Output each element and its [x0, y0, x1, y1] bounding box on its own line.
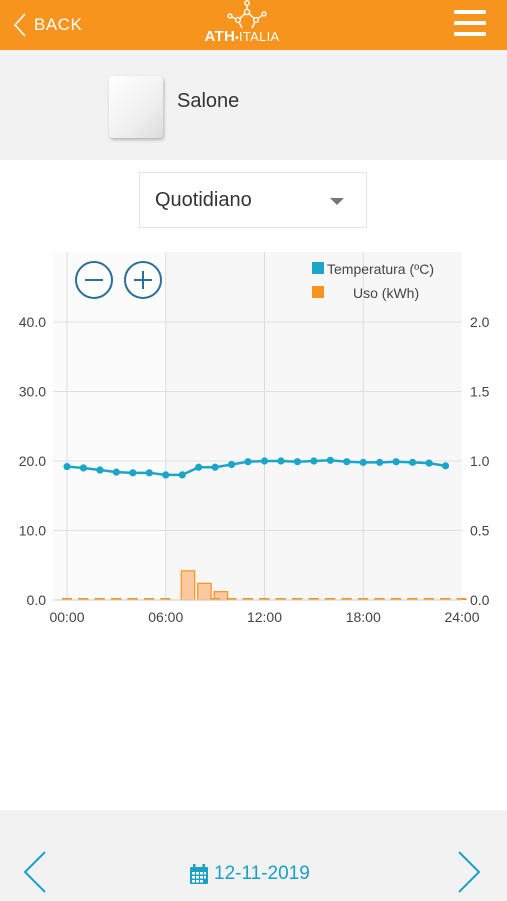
zoom-out-icon[interactable]	[75, 261, 113, 299]
ath-italia-logo: ATH•ITALIA	[192, 0, 292, 50]
chevron-left-icon	[14, 13, 26, 37]
y-right-tick-label: 1.0	[470, 453, 490, 469]
chevron-left-icon[interactable]	[22, 848, 48, 901]
plot-band	[53, 252, 166, 600]
y-right-tick-label: 0.0	[470, 592, 490, 608]
temperature-point	[96, 466, 104, 474]
top-bar: BACK ATH•ITALIA	[0, 0, 507, 50]
legend-swatch-temperature	[312, 262, 324, 274]
x-tick-label: 06:00	[148, 609, 183, 625]
y-right-tick-label: 0.5	[470, 523, 490, 539]
y-left-tick-label: 20.0	[19, 453, 46, 469]
date-picker[interactable]: 12-11-2019	[190, 862, 310, 886]
hamburger-icon[interactable]	[452, 8, 488, 40]
temperature-point	[129, 469, 137, 477]
usage-bar	[197, 582, 212, 601]
temperature-point	[376, 458, 384, 466]
x-tick-label: 12:00	[247, 609, 282, 625]
temperature-usage-chart: 0.0 10.0 20.0 30.0 40.0 0.0 0.5 1.0 1.5 2.0 00:00 0…	[19, 252, 490, 625]
x-tick-label: 18:00	[346, 609, 381, 625]
legend-label-usage: Uso (kWh)	[353, 285, 419, 301]
temperature-point	[293, 458, 302, 466]
temperature-point	[260, 457, 269, 465]
logo-main: ATH	[204, 28, 236, 45]
menu-line	[454, 32, 486, 36]
y-left-tick-label: 10.0	[19, 523, 46, 539]
date-footer: 12-11-2019	[0, 810, 507, 900]
temperature-point	[310, 457, 318, 465]
period-select[interactable]: Quotidiano	[139, 172, 367, 228]
legend-label-temperature: Temperatura (ºC)	[327, 261, 434, 277]
temperature-point	[277, 457, 285, 465]
device-name: Salone	[177, 90, 240, 112]
chevron-right-icon[interactable]	[456, 848, 482, 901]
x-tick-label: 24:00	[444, 609, 479, 625]
temperature-point	[326, 456, 334, 464]
calendar-icon	[190, 864, 208, 884]
zoom-in-icon[interactable]	[124, 261, 162, 299]
x-tick-label: 00:00	[49, 609, 84, 625]
selected-date: 12-11-2019	[214, 863, 310, 884]
temperature-point	[112, 468, 120, 476]
legend-swatch-usage	[312, 286, 324, 298]
y-left-tick-label: 40.0	[19, 314, 46, 330]
y-right-tick-label: 1.5	[470, 384, 490, 400]
temperature-point	[211, 463, 219, 471]
thermostat-device-icon	[109, 76, 163, 138]
period-select-value: Quotidiano	[155, 189, 252, 211]
y-left-tick-label: 30.0	[19, 384, 46, 400]
back-label: BACK	[34, 15, 83, 34]
logo-text: ATH•ITALIA	[204, 28, 280, 45]
temperature-point	[145, 469, 153, 477]
device-header: Salone	[0, 50, 507, 160]
menu-line	[454, 10, 486, 14]
y-right-tick-label: 2.0	[470, 314, 490, 330]
temperature-point	[227, 460, 236, 469]
menu-line	[454, 21, 486, 25]
chart-legend: Temperatura (ºC) Uso (kWh)	[312, 261, 434, 301]
temperature-point	[79, 464, 88, 472]
temperature-point	[244, 458, 252, 466]
back-button[interactable]: BACK	[14, 8, 82, 42]
temperature-point	[441, 462, 450, 470]
temperature-point	[392, 458, 400, 466]
temperature-point	[409, 458, 417, 466]
temperature-point	[343, 458, 351, 466]
temperature-point	[162, 471, 170, 479]
usage-bar	[180, 570, 196, 601]
temperature-point	[359, 458, 367, 466]
temperature-point	[178, 471, 186, 479]
y-left-tick-label: 0.0	[27, 592, 47, 608]
temperature-point	[195, 463, 203, 471]
temperature-point	[63, 462, 71, 471]
chevron-down-icon	[330, 198, 344, 205]
temperature-point	[425, 459, 433, 467]
logo-sub: ITALIA	[238, 29, 280, 44]
logo-network-icon	[227, 0, 267, 29]
